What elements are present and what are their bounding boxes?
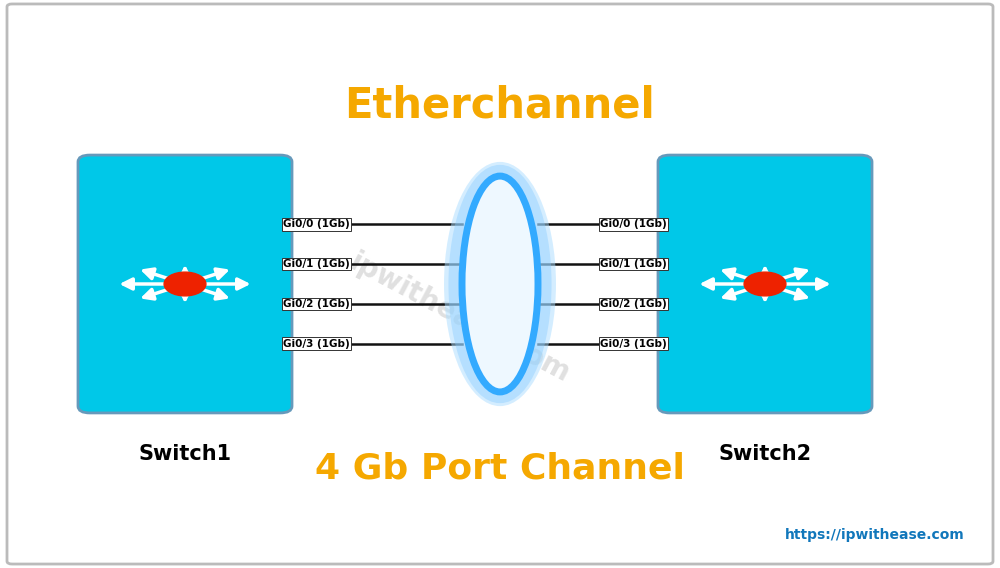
Text: Gi0/2 (1Gb): Gi0/2 (1Gb) <box>283 299 350 309</box>
Text: Gi0/1 (1Gb): Gi0/1 (1Gb) <box>283 259 350 269</box>
Ellipse shape <box>444 162 556 406</box>
Text: Gi0/0 (1Gb): Gi0/0 (1Gb) <box>283 219 350 229</box>
Text: Etherchannel: Etherchannel <box>345 84 655 126</box>
FancyBboxPatch shape <box>78 155 292 413</box>
Text: ipwithease.com: ipwithease.com <box>345 248 575 388</box>
Circle shape <box>744 272 786 296</box>
Ellipse shape <box>462 176 538 392</box>
Text: Gi0/0 (1Gb): Gi0/0 (1Gb) <box>600 219 667 229</box>
Circle shape <box>164 272 206 296</box>
FancyBboxPatch shape <box>658 155 872 413</box>
Text: Gi0/1 (1Gb): Gi0/1 (1Gb) <box>600 259 667 269</box>
Text: Gi0/3 (1Gb): Gi0/3 (1Gb) <box>283 339 350 349</box>
Text: 4 Gb Port Channel: 4 Gb Port Channel <box>315 452 685 486</box>
Text: Switch2: Switch2 <box>718 444 812 465</box>
FancyBboxPatch shape <box>7 4 993 564</box>
Text: Gi0/3 (1Gb): Gi0/3 (1Gb) <box>600 339 667 349</box>
Text: Switch1: Switch1 <box>138 444 232 465</box>
Text: Gi0/2 (1Gb): Gi0/2 (1Gb) <box>600 299 667 309</box>
Text: https://ipwithease.com: https://ipwithease.com <box>785 528 965 542</box>
